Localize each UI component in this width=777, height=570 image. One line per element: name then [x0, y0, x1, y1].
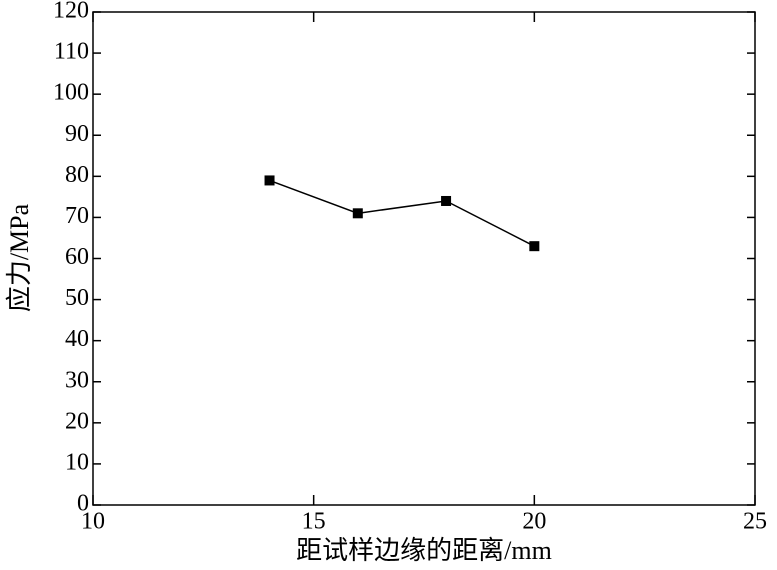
y-tick-label: 10 — [65, 449, 89, 475]
plot-frame — [92, 11, 756, 506]
y-tick-label: 110 — [54, 39, 89, 65]
y-axis-title: 应力/MPa — [5, 203, 34, 312]
y-tick-label: 30 — [65, 367, 89, 393]
data-line — [269, 179, 535, 247]
y-tick-label: 70 — [65, 203, 89, 229]
data-point — [264, 175, 275, 186]
y-tick-label: 20 — [65, 408, 89, 434]
x-tick-label: 25 — [743, 509, 767, 535]
y-tick-label: 60 — [65, 244, 89, 270]
y-tick-label: 100 — [53, 80, 89, 106]
y-tick-label: 90 — [65, 121, 89, 147]
y-tick-label: 0 — [77, 491, 89, 517]
y-tick-label: 80 — [65, 162, 89, 188]
y-tick-label: 40 — [65, 326, 89, 352]
x-axis-title: 距试样边缘的距离/mm — [296, 536, 552, 565]
data-point — [441, 195, 452, 206]
data-point — [529, 241, 540, 252]
x-tick-label: 20 — [522, 509, 546, 535]
data-point — [352, 208, 363, 219]
y-tick-label: 50 — [65, 285, 89, 311]
x-tick-label: 15 — [302, 509, 326, 535]
y-tick-label: 120 — [53, 0, 89, 24]
x-tick-label: 10 — [81, 509, 105, 535]
